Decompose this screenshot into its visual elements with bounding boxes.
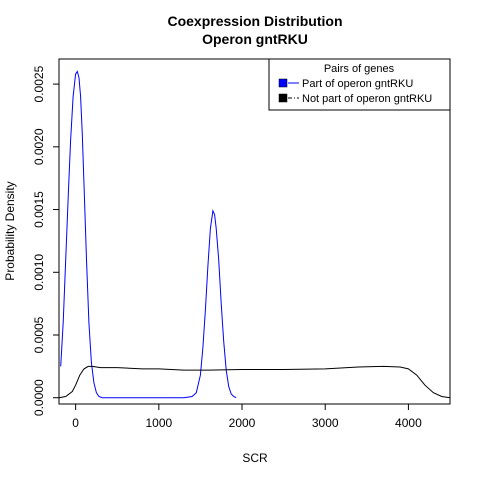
y-tick-label: 0.0005	[32, 316, 46, 353]
y-axis: 0.0000 0.0005 0.0010 0.0015 0.0020 0.0025	[32, 65, 59, 416]
chart-title-line2: Operon gntRKU	[202, 31, 308, 47]
x-tick-label: 1000	[145, 416, 172, 430]
x-axis-label: SCR	[242, 451, 268, 465]
y-tick-label: 0.0000	[32, 379, 46, 416]
legend-label-part: Part of operon gntRKU	[302, 78, 413, 90]
x-tick-label: 2000	[229, 416, 256, 430]
legend: Pairs of genes Part of operon gntRKU Not…	[268, 58, 451, 111]
legend-label-not-part: Not part of operon gntRKU	[302, 93, 432, 105]
legend-swatch-part	[278, 78, 288, 88]
series-line-not-part-of-operon	[58, 365, 451, 399]
y-tick-label: 0.0015	[32, 191, 46, 228]
x-tick-label: 4000	[395, 416, 422, 430]
x-tick-label: 0	[72, 416, 79, 430]
chart-title-line1: Coexpression Distribution	[167, 13, 342, 29]
plot-frame	[58, 58, 451, 405]
series-layer	[58, 70, 451, 399]
x-tick-label: 3000	[312, 416, 339, 430]
y-tick-label: 0.0010	[32, 254, 46, 291]
legend-box	[268, 58, 451, 111]
y-tick-label: 0.0025	[32, 65, 46, 102]
series-line-part-of-operon	[60, 70, 237, 399]
legend-title: Pairs of genes	[324, 63, 395, 75]
y-tick-label: 0.0020	[32, 128, 46, 165]
x-axis: 0 1000 2000 3000 4000	[72, 404, 422, 430]
legend-swatch-not-part	[278, 93, 288, 103]
y-axis-label: Probability Density	[3, 181, 17, 280]
